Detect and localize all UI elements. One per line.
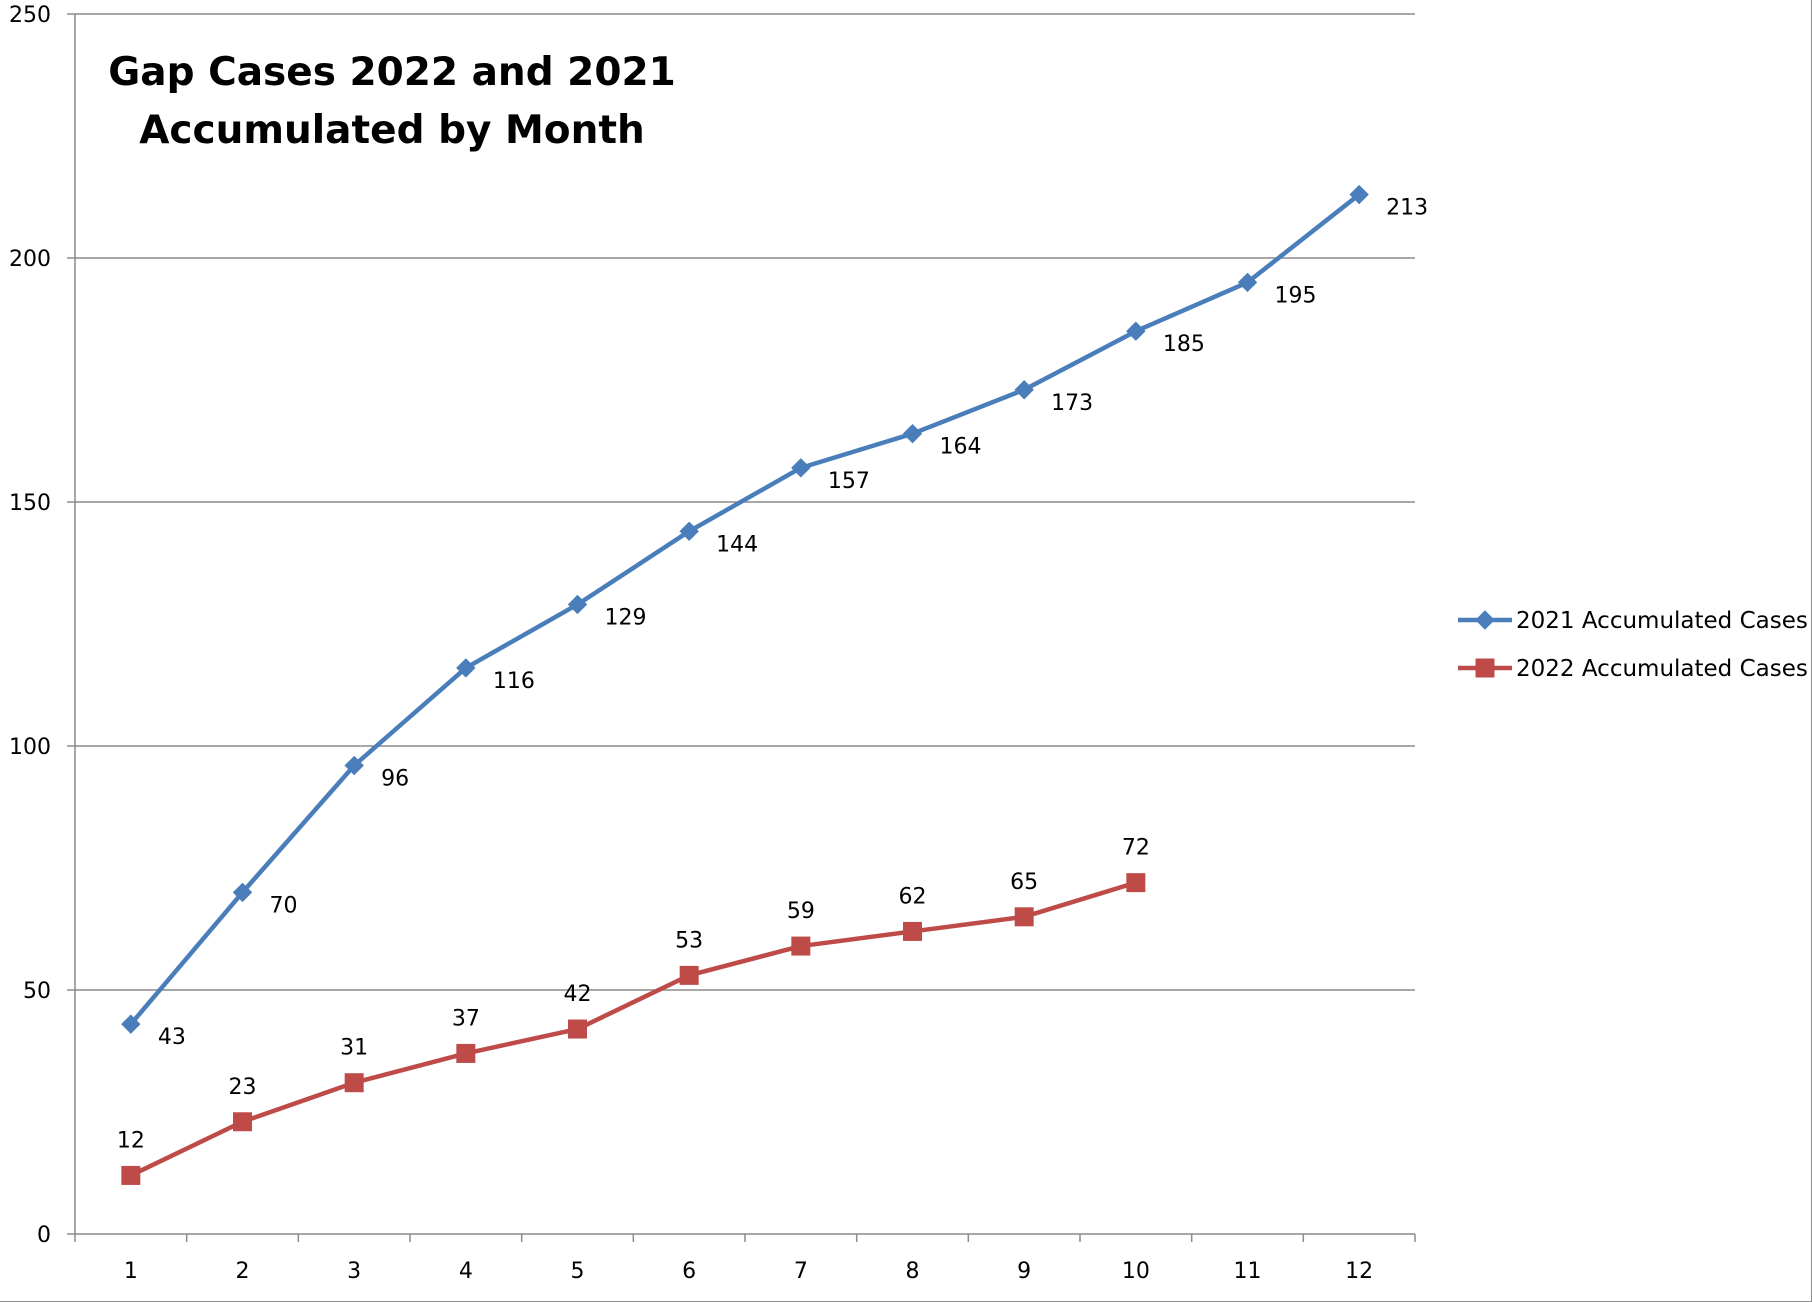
data-label-2021-accumulated-cases: 96: [381, 767, 409, 792]
legend: 2021 Accumulated Cases 2022 Accumulated C…: [1458, 608, 1808, 682]
data-labels: 43 70 96 116 129 144 157 164 173 185 195 213 12 23 31 3…: [117, 196, 1428, 1154]
x-tick-label: 10: [1122, 1259, 1150, 1284]
x-tick-label: 9: [1017, 1259, 1031, 1284]
data-point-2021-accumulated-cases: [1349, 184, 1369, 205]
data-label-2021-accumulated-cases: 213: [1386, 196, 1428, 221]
data-label-2021-accumulated-cases: 173: [1051, 391, 1093, 416]
data-label-2022-accumulated-cases: 12: [117, 1128, 145, 1153]
x-tick-label: 5: [571, 1259, 585, 1284]
data-point-2021-accumulated-cases: [456, 658, 476, 678]
chart-title-line-1: Gap Cases 2022 and 2021: [108, 50, 675, 95]
x-tick-label: 1: [124, 1259, 138, 1284]
data-label-2022-accumulated-cases: 65: [1010, 870, 1038, 895]
data-point-2022-accumulated-cases: [233, 1112, 252, 1132]
data-point-2021-accumulated-cases: [679, 521, 699, 541]
x-tick-label: 12: [1345, 1259, 1373, 1284]
data-label-2021-accumulated-cases: 144: [716, 532, 758, 557]
data-point-2021-accumulated-cases: [1126, 321, 1146, 341]
data-label-2021-accumulated-cases: 129: [605, 605, 647, 630]
data-point-2021-accumulated-cases: [567, 594, 588, 615]
data-point-2022-accumulated-cases: [1014, 907, 1034, 927]
data-point-2022-accumulated-cases: [568, 1019, 587, 1039]
data-point-2022-accumulated-cases: [121, 1165, 141, 1185]
data-label-2022-accumulated-cases: 31: [340, 1036, 368, 1061]
x-tick-label: 8: [906, 1259, 920, 1284]
series-line-2021-accumulated-cases: [128, 192, 1362, 1027]
data-point-2021-accumulated-cases: [121, 1014, 141, 1034]
series-line-2022-accumulated-cases: [128, 880, 1139, 1178]
data-label-2021-accumulated-cases: 116: [493, 669, 535, 694]
y-tick-label: 150: [9, 491, 51, 516]
legend-marker-2022-accumulated-cases: [1475, 658, 1495, 678]
data-label-2021-accumulated-cases: 70: [270, 893, 298, 918]
x-tick-label: 3: [347, 1259, 361, 1284]
legend-label-2022-accumulated-cases: 2022 Accumulated Cases: [1516, 656, 1808, 682]
x-tick-label: 4: [459, 1259, 473, 1284]
data-point-2021-accumulated-cases: [1237, 272, 1258, 293]
data-label-2022-accumulated-cases: 37: [452, 1006, 480, 1031]
legend-marker-2021-accumulated-cases: [1475, 610, 1495, 630]
data-label-2022-accumulated-cases: 59: [787, 899, 815, 924]
chart-title: Gap Cases 2022 and 2021 Accumulated by M…: [108, 50, 675, 153]
data-point-2022-accumulated-cases: [903, 921, 922, 941]
data-label-2021-accumulated-cases: 185: [1163, 332, 1205, 357]
data-point-2021-accumulated-cases: [902, 423, 923, 444]
data-label-2022-accumulated-cases: 23: [229, 1075, 257, 1100]
legend-label-2021-accumulated-cases: 2021 Accumulated Cases: [1516, 608, 1808, 634]
data-point-2021-accumulated-cases: [791, 458, 811, 478]
data-label-2022-accumulated-cases: 62: [899, 884, 927, 909]
data-label-2021-accumulated-cases: 164: [940, 435, 982, 460]
y-tick-label: 250: [9, 3, 51, 28]
y-tick-label: 200: [9, 247, 51, 272]
data-label-2021-accumulated-cases: 157: [828, 469, 870, 494]
chart-title-line-2: Accumulated by Month: [139, 108, 645, 153]
data-label-2021-accumulated-cases: 43: [158, 1025, 186, 1050]
data-point-2022-accumulated-cases: [344, 1073, 364, 1093]
data-label-2022-accumulated-cases: 42: [564, 982, 592, 1007]
data-point-2022-accumulated-cases: [791, 936, 811, 956]
y-tick-label: 0: [37, 1223, 51, 1248]
series-markers: [121, 184, 1369, 1185]
x-tick-label: 11: [1234, 1259, 1262, 1284]
data-point-2022-accumulated-cases: [1126, 873, 1146, 893]
data-label-2022-accumulated-cases: 72: [1122, 836, 1150, 861]
data-label-2022-accumulated-cases: 53: [675, 928, 703, 953]
x-tick-label: 2: [236, 1259, 250, 1284]
x-tick-label: 7: [794, 1259, 808, 1284]
x-tick-label: 6: [682, 1259, 696, 1284]
data-point-2021-accumulated-cases: [1014, 380, 1034, 400]
y-tick-label: 100: [9, 735, 51, 760]
y-tick-label: 50: [23, 979, 51, 1004]
series-lines: [128, 192, 1362, 1178]
data-point-2022-accumulated-cases: [679, 965, 699, 985]
data-point-2021-accumulated-cases: [232, 882, 253, 903]
data-point-2021-accumulated-cases: [344, 755, 364, 776]
data-point-2022-accumulated-cases: [456, 1043, 476, 1063]
data-label-2021-accumulated-cases: 195: [1275, 283, 1317, 308]
